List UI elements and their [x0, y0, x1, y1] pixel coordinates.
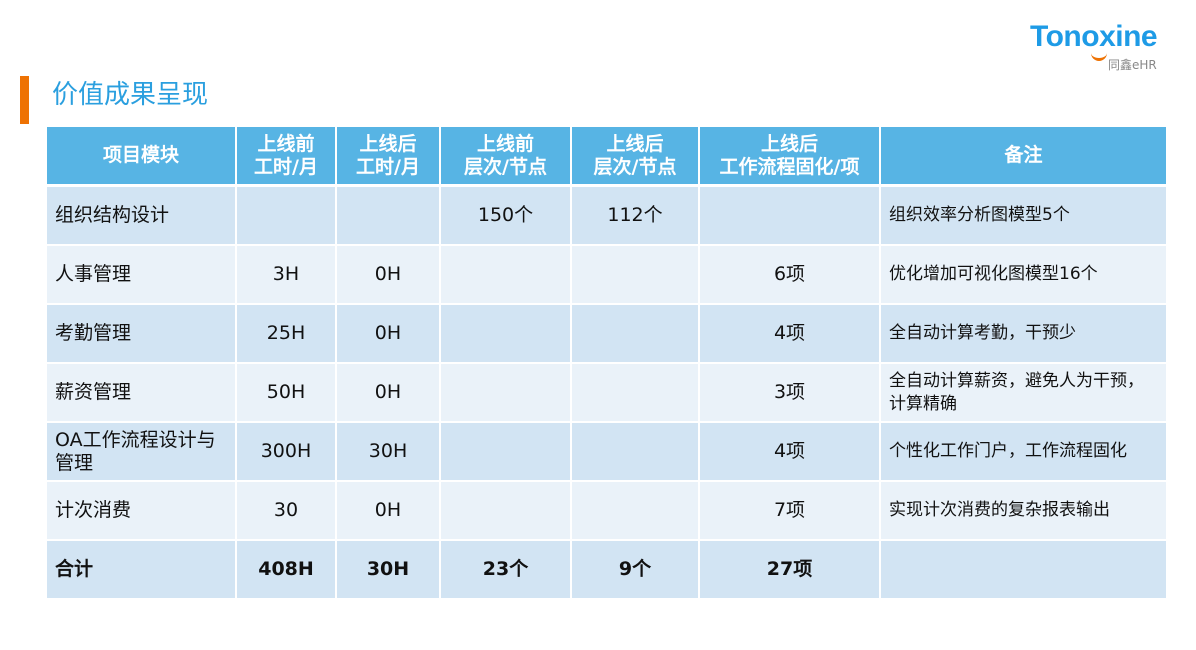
accent-bar [20, 76, 29, 124]
header-line: 工时/月 [254, 155, 318, 178]
table-cell: 30 [235, 480, 337, 541]
header-line: 工时/月 [356, 155, 420, 178]
header-line: 层次/节点 [593, 155, 677, 178]
table-cell: 全自动计算薪资，避免人为干预，计算精确 [879, 362, 1168, 423]
table-cell: 合计 [45, 539, 237, 600]
header-line: 上线后 [760, 132, 818, 155]
table-row: 薪资管理 50H 0H 3项 全自动计算薪资，避免人为干预，计算精确 [45, 362, 1168, 423]
table-cell: 25H [235, 303, 337, 364]
results-table: 项目模块 上线前 工时/月 上线后 工时/月 上线前 层次/节点 上线后 层次/节点 上线后 工作流… [45, 125, 1168, 600]
table-cell [570, 244, 700, 305]
table-cell: 人事管理 [45, 244, 237, 305]
table-cell: 300H [235, 421, 337, 482]
table-cell: 实现计次消费的复杂报表输出 [879, 480, 1168, 541]
logo-smile-icon [1091, 51, 1107, 61]
table-cell: 3H [235, 244, 337, 305]
table-cell: 组织效率分析图模型5个 [879, 184, 1168, 246]
total-row: 合计 408H 30H 23个 9个 27项 [45, 539, 1168, 600]
table-cell: 4项 [698, 303, 881, 364]
table-cell [570, 480, 700, 541]
table-row: 计次消费 30 0H 7项 实现计次消费的复杂报表输出 [45, 480, 1168, 541]
table-cell [698, 184, 881, 246]
table-cell: 6项 [698, 244, 881, 305]
table-cell: 23个 [439, 539, 572, 600]
logo-subtitle: 同鑫eHR [1108, 58, 1157, 72]
table-cell: 7项 [698, 480, 881, 541]
table-cell: 30H [335, 539, 441, 600]
header-line: 上线后 [359, 132, 417, 155]
header-line: 层次/节点 [464, 155, 547, 178]
table-row: 考勤管理 25H 0H 4项 全自动计算考勤，干预少 [45, 303, 1168, 364]
table-cell [335, 184, 441, 246]
table-cell: 112个 [570, 184, 700, 246]
table-cell: 计次消费 [45, 480, 237, 541]
column-header: 项目模块 [45, 125, 237, 187]
header-line: 项目模块 [102, 144, 179, 166]
column-header: 上线后 层次/节点 [570, 125, 700, 187]
table-row: 人事管理 3H 0H 6项 优化增加可视化图模型16个 [45, 244, 1168, 305]
table-cell [439, 480, 572, 541]
table-cell: 150个 [439, 184, 572, 246]
table-cell [439, 421, 572, 482]
logo-wordmark: Tonoxine [1030, 20, 1158, 53]
table-cell: 0H [335, 303, 441, 364]
table-cell [439, 244, 572, 305]
column-header: 上线后 工时/月 [335, 125, 441, 187]
table-cell [439, 362, 572, 423]
table-cell [570, 421, 700, 482]
column-header: 备注 [879, 125, 1168, 187]
table-cell: 27项 [698, 539, 881, 600]
table-cell: 408H [235, 539, 337, 600]
column-header: 上线前 层次/节点 [439, 125, 572, 187]
table-cell: 考勤管理 [45, 303, 237, 364]
table-cell: 组织结构设计 [45, 184, 237, 246]
table-cell: 0H [335, 480, 441, 541]
table-cell: 30H [335, 421, 441, 482]
table-cell: 4项 [698, 421, 881, 482]
table-cell [879, 539, 1168, 600]
header-line: 上线前 [476, 132, 534, 155]
table-cell: 50H [235, 362, 337, 423]
table-cell: 0H [335, 244, 441, 305]
table-cell: 优化增加可视化图模型16个 [879, 244, 1168, 305]
table-row: 组织结构设计 150个 112个 组织效率分析图模型5个 [45, 184, 1168, 246]
header-line: 上线前 [257, 132, 315, 155]
table-cell [570, 362, 700, 423]
table-row: OA工作流程设计与管理 300H 30H 4项 个性化工作门户，工作流程固化 [45, 421, 1168, 482]
table-cell [235, 184, 337, 246]
page-title: 价值成果呈现 [52, 80, 209, 110]
table-cell: 3项 [698, 362, 881, 423]
table-cell [439, 303, 572, 364]
table-cell: 薪资管理 [45, 362, 237, 423]
column-header: 上线前 工时/月 [235, 125, 337, 187]
table-cell: 全自动计算考勤，干预少 [879, 303, 1168, 364]
table-cell: OA工作流程设计与管理 [45, 421, 237, 482]
header-line: 上线后 [606, 132, 664, 155]
table-cell [570, 303, 700, 364]
table-cell: 个性化工作门户，工作流程固化 [879, 421, 1168, 482]
table-header: 项目模块 上线前 工时/月 上线后 工时/月 上线前 层次/节点 上线后 层次/节点 上线后 工作流… [45, 125, 1168, 187]
logo: Tonoxine 同鑫eHR [1030, 20, 1175, 75]
header-line: 工作流程固化/项 [719, 155, 860, 178]
table-cell: 0H [335, 362, 441, 423]
column-header: 上线后 工作流程固化/项 [698, 125, 881, 187]
header-line: 备注 [1004, 144, 1043, 166]
table-cell: 9个 [570, 539, 700, 600]
